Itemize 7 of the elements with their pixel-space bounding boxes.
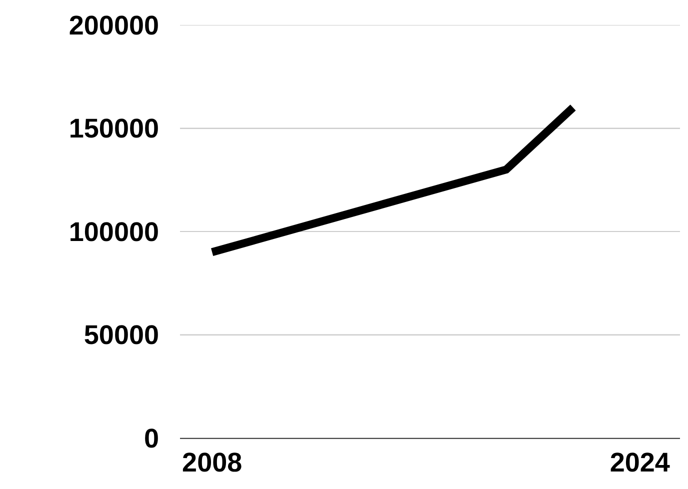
y-tick-label: 200000 <box>68 10 159 40</box>
y-tick-label: 50000 <box>84 320 159 350</box>
x-tick-label: 2008 <box>182 447 242 478</box>
y-tick-label: 0 <box>144 423 159 454</box>
x-tick-label: 2024 <box>610 447 670 478</box>
y-tick-label: 100000 <box>68 216 159 247</box>
y-tick-label: 150000 <box>68 114 159 144</box>
